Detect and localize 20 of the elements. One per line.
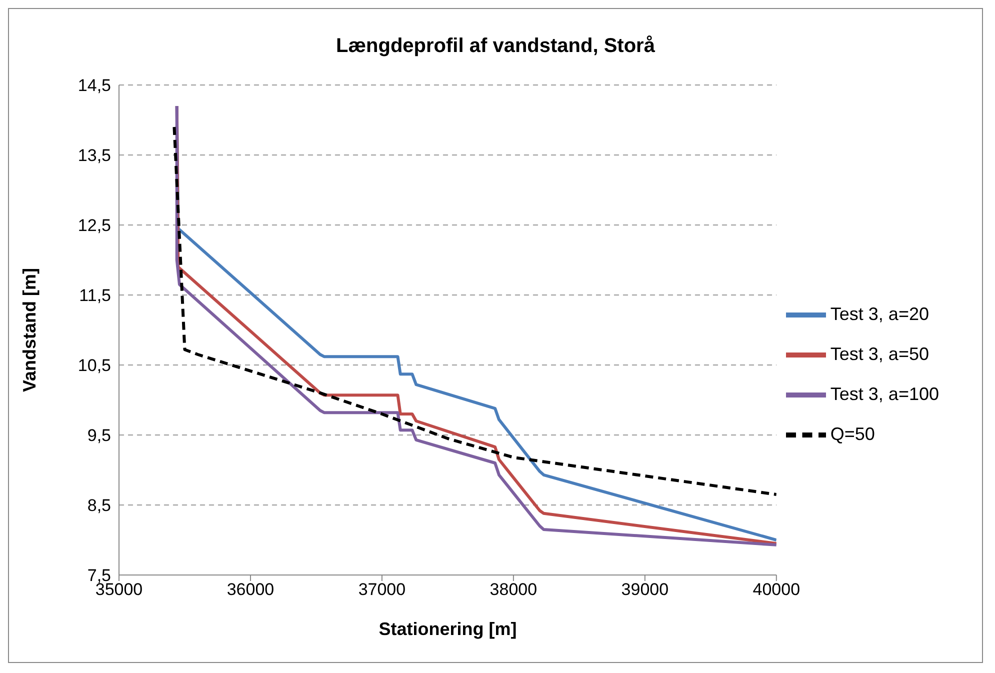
legend-label: Test 3, a=100 [830,384,939,404]
y-tick-label: 8,5 [87,496,111,516]
line-series [172,126,776,496]
y-tick-label: 14,5 [78,76,111,96]
y-tick-label: 11,5 [79,286,111,306]
legend-label: Q=50 [830,424,875,444]
x-tick-label: 40000 [752,580,800,600]
y-tick-label: 13,5 [78,146,111,166]
x-tick-label: 37000 [358,580,406,600]
x-axis-title: Stationering [m] [378,619,517,639]
y-tick-label: 9,5 [87,426,111,446]
legend-label: Test 3, a=20 [830,304,929,324]
y-tick-label: 12,5 [78,216,111,236]
x-tick-label: 39000 [621,580,669,600]
y-tick-label: 10,5 [78,356,111,376]
x-tick-label: 36000 [226,580,274,600]
legend-label: Test 3, a=50 [830,344,929,364]
chart-title: Længdeprofil af vandstand, Storå [335,34,656,59]
x-tick-label: 38000 [490,580,538,600]
y-axis-title: Vandstand [m] [19,268,40,392]
